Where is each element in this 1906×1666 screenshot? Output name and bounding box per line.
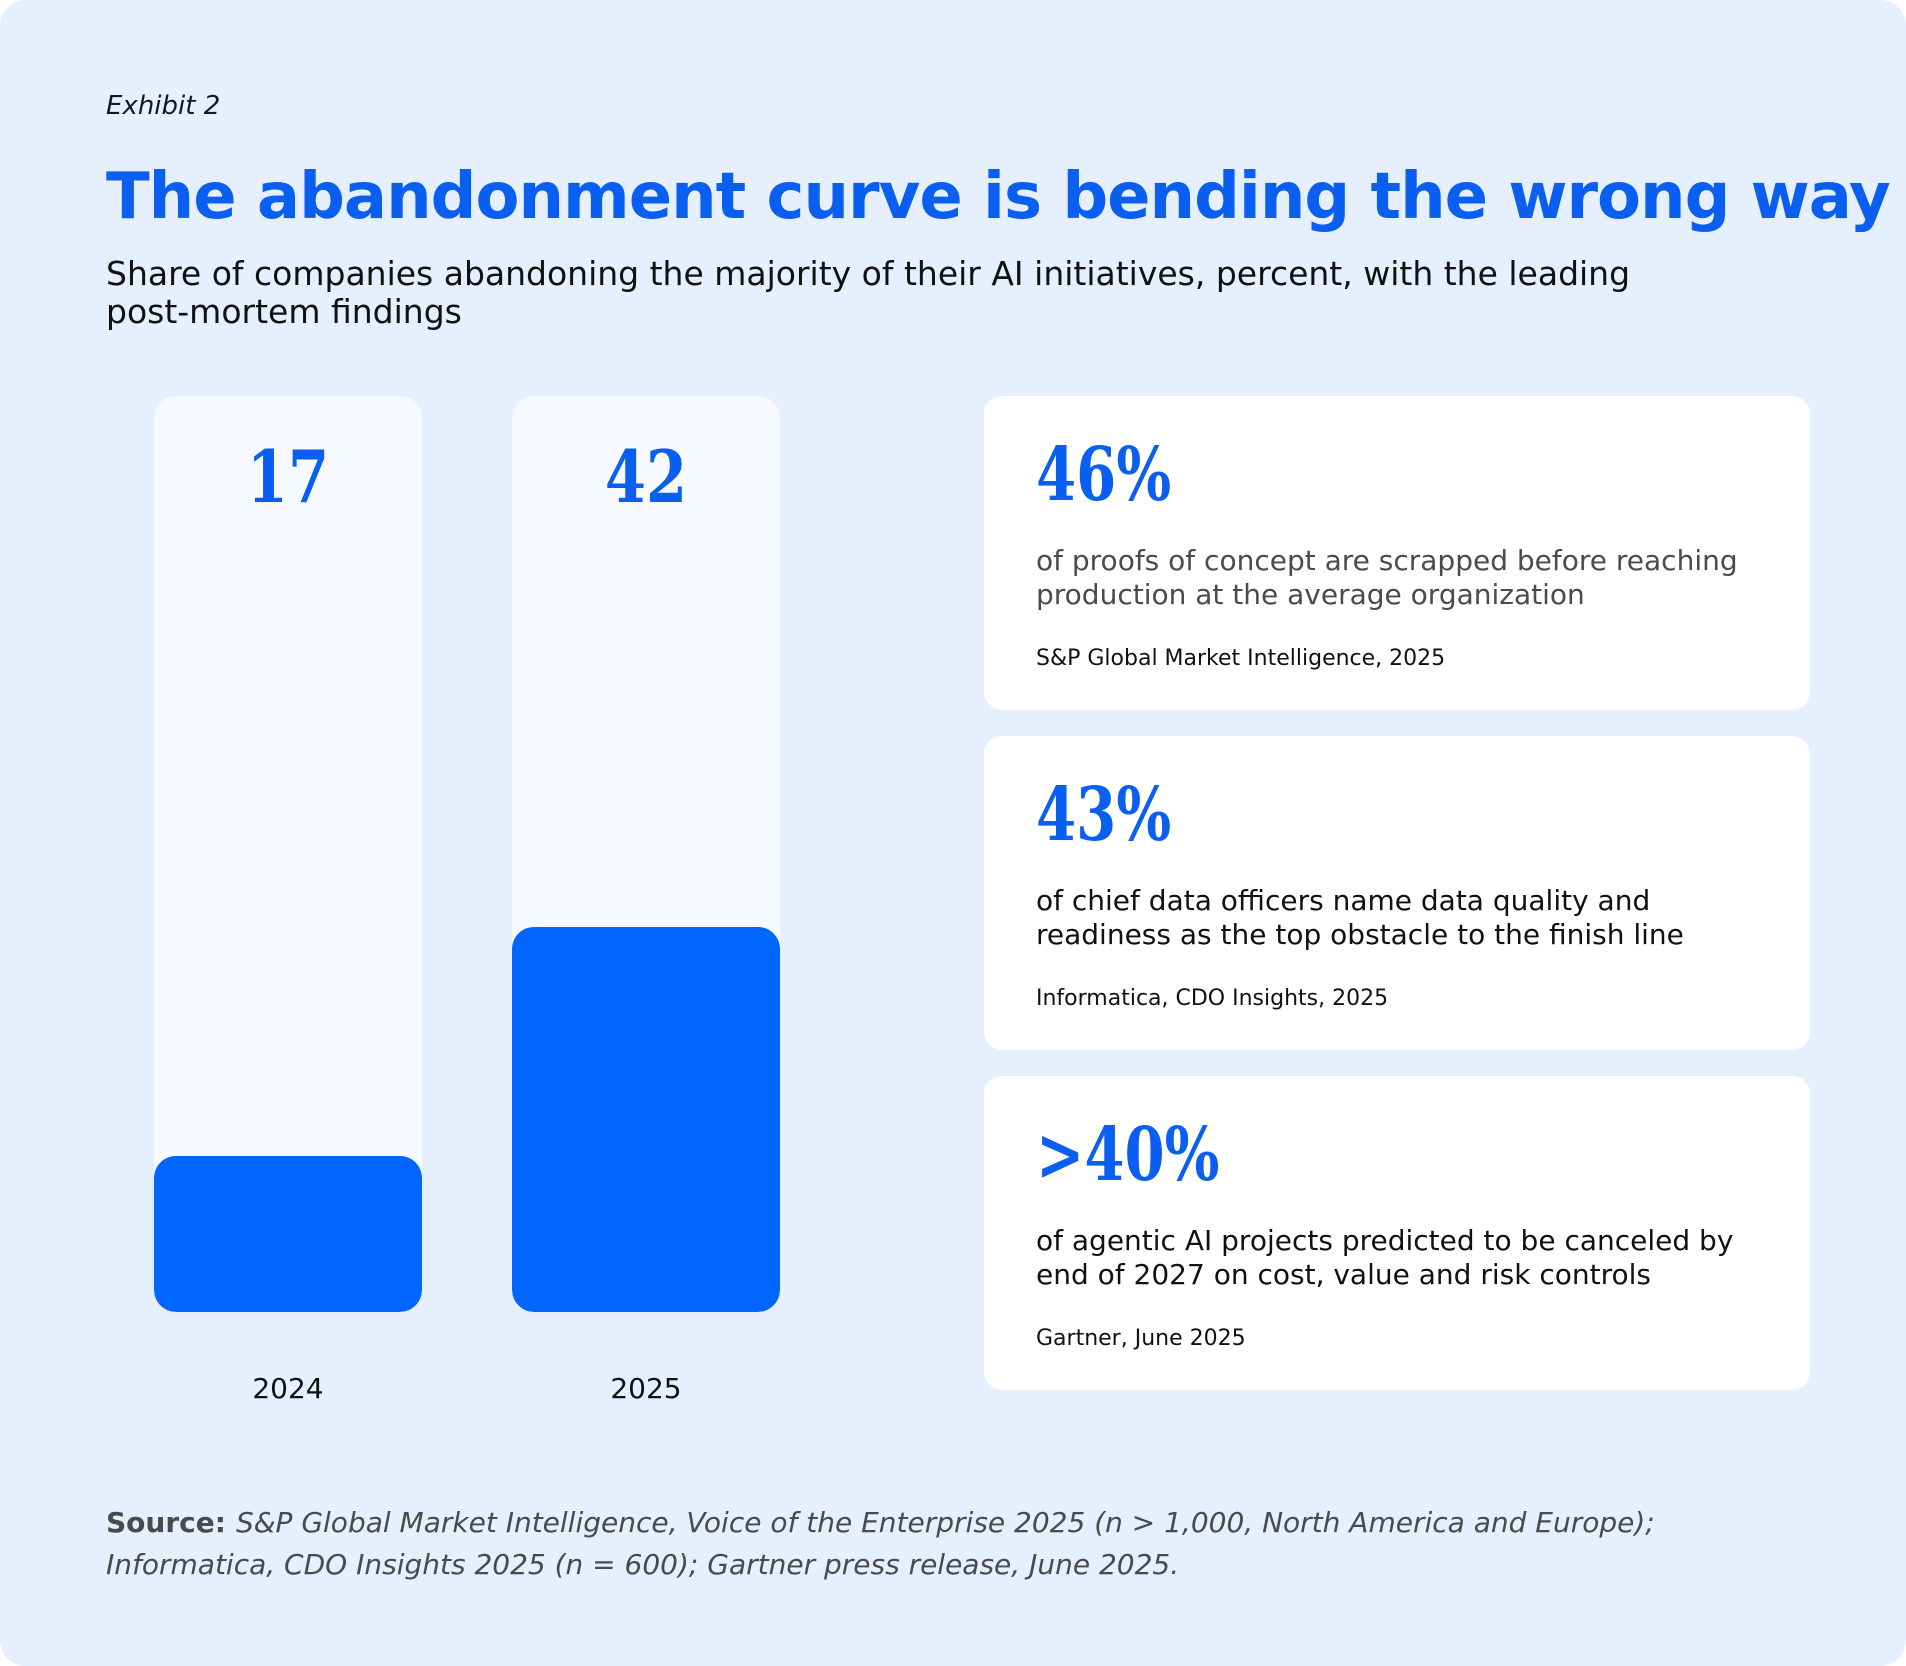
stat-description: of chief data officers name data quality… [1036,884,1684,951]
exhibit-label: Exhibit 2 [106,91,221,121]
stat-card-poc: 46% of proofs of concept are scrapped be… [984,396,1810,710]
bar-track-2024: 17 [154,396,422,1312]
bar-2025 [512,927,780,1312]
stat-source: Gartner, June 2025 [1036,1326,1246,1351]
stat-source: Informatica, CDO Insights, 2025 [1036,986,1389,1011]
source-text: S&P Global Market Intelligence, Voice of… [106,1506,1655,1581]
bar-value-label-2024: 17 [246,434,330,519]
stat-value: >40% [1036,1112,1220,1198]
x-tick-label-2025: 2025 [610,1372,682,1405]
stat-card-agentic: >40% of agentic AI projects predicted to… [984,1076,1810,1390]
stat-card-cdo: 43% of chief data officers name data qua… [984,736,1810,1050]
chart-subtitle: Share of companies abandoning the majori… [106,254,1631,331]
page-title: The abandonment curve is bending the wro… [106,160,1891,234]
source-footnote: Source: S&P Global Market Intelligence, V… [106,1502,1826,1586]
stat-value: 43% [1036,772,1172,858]
bar-track-2025: 42 [512,396,780,1312]
bar-2024 [154,1156,422,1312]
bar-value-label-2025: 42 [604,434,688,519]
stat-source: S&P Global Market Intelligence, 2025 [1036,646,1446,671]
stat-description: of proofs of concept are scrapped before… [1036,544,1738,611]
stat-description: of agentic AI projects predicted to be c… [1036,1224,1734,1291]
x-tick-label-2024: 2024 [252,1372,324,1405]
source-label: Source: [106,1506,226,1539]
stat-value: 46% [1036,432,1172,518]
